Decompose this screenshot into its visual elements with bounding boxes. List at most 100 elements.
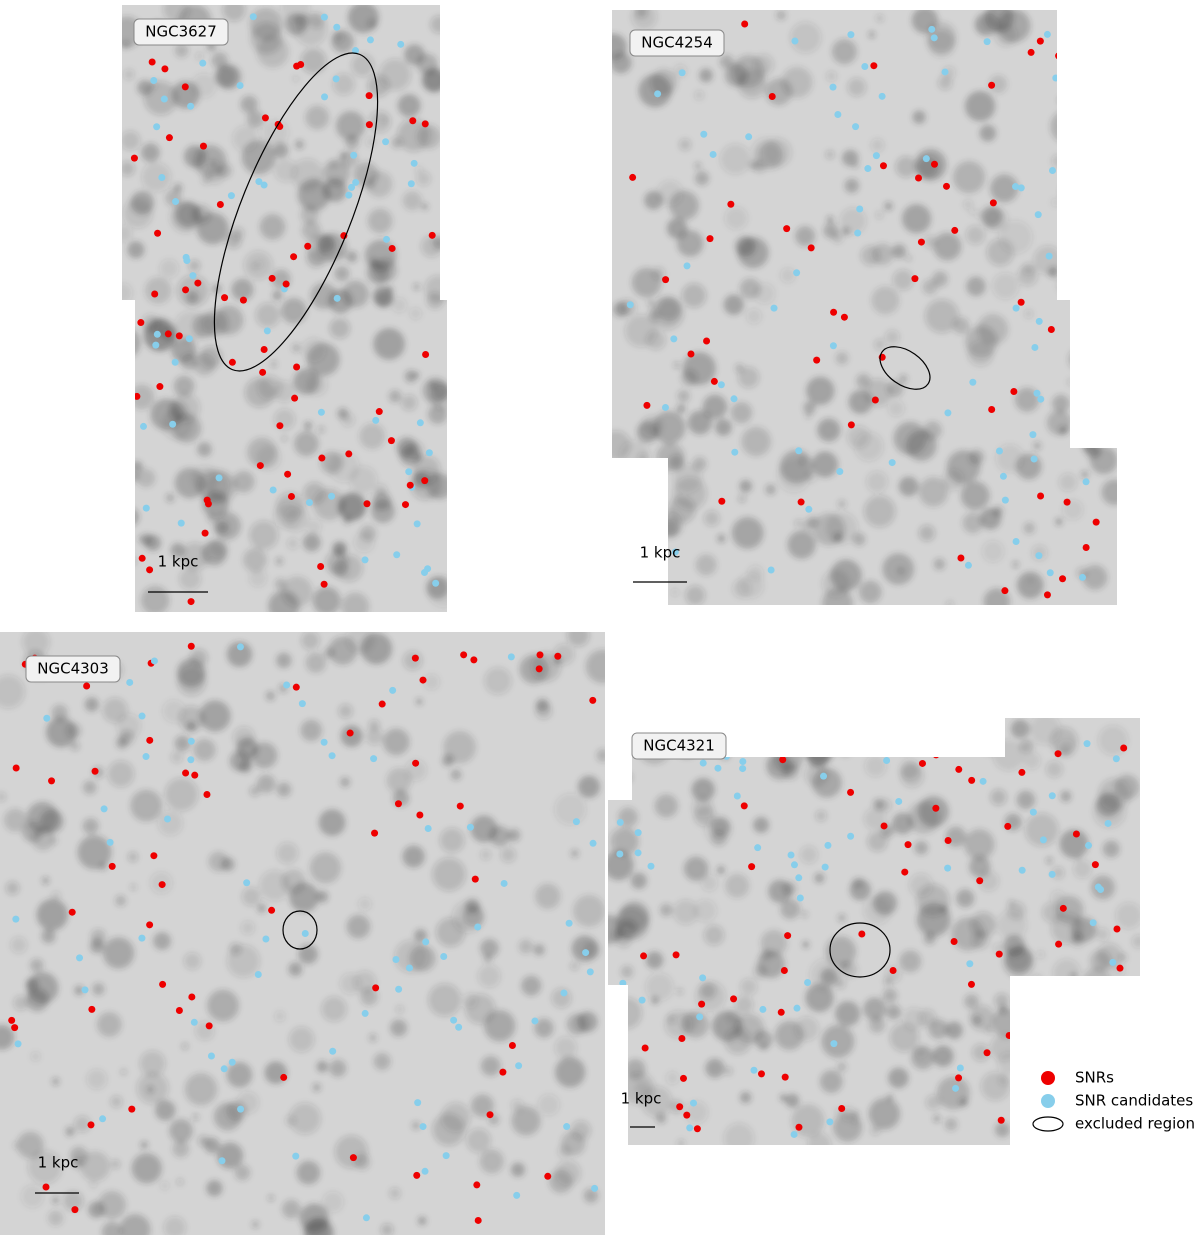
source-marker — [1047, 326, 1055, 334]
texture-blob — [815, 810, 827, 822]
texture-blob — [781, 762, 799, 780]
texture-blob — [436, 917, 466, 947]
source-marker — [48, 777, 56, 785]
texture-blob — [122, 225, 133, 243]
source-marker — [616, 850, 624, 858]
texture-blob — [822, 587, 853, 605]
source-marker — [189, 272, 197, 280]
source-marker — [432, 579, 440, 587]
texture-blob — [291, 158, 324, 192]
source-marker — [371, 829, 379, 837]
texture-blob — [636, 452, 649, 464]
texture-blob — [1015, 453, 1042, 480]
source-marker — [826, 1118, 834, 1126]
texture-blob — [554, 793, 587, 826]
texture-blob — [1019, 989, 1050, 1020]
texture-blob — [585, 649, 605, 684]
texture-blob — [666, 218, 688, 239]
texture-blob — [993, 942, 1005, 954]
texture-blob — [644, 191, 663, 210]
texture-blob — [1057, 96, 1065, 104]
texture-blob — [996, 910, 1027, 940]
source-marker — [784, 932, 792, 940]
texture-blob — [207, 989, 239, 1022]
texture-blob — [771, 722, 792, 743]
texture-blob — [1092, 794, 1126, 828]
texture-blob — [127, 851, 138, 863]
source-marker — [169, 420, 177, 428]
source-marker — [268, 906, 276, 914]
texture-blob — [164, 777, 199, 812]
texture-blob — [953, 718, 968, 727]
source-marker — [406, 481, 414, 489]
source-marker — [161, 65, 169, 73]
texture-blob — [429, 381, 437, 390]
texture-blob — [351, 53, 375, 77]
texture-blob — [41, 876, 50, 885]
texture-blob — [933, 558, 946, 570]
texture-blob — [1014, 387, 1040, 412]
source-marker — [1082, 478, 1090, 486]
texture-blob — [735, 995, 754, 1014]
texture-blob — [243, 548, 267, 572]
texture-blob — [608, 850, 634, 881]
source-marker — [293, 62, 301, 70]
texture-blob — [863, 997, 887, 1021]
source-marker — [187, 102, 195, 110]
source-marker — [944, 837, 952, 845]
texture-blob — [968, 208, 975, 215]
texture-blob — [1078, 1013, 1095, 1030]
texture-blob — [691, 778, 715, 802]
texture-blob — [868, 1098, 901, 1130]
texture-blob — [819, 1070, 843, 1093]
texture-blob — [1082, 292, 1099, 310]
texture-blob — [979, 508, 1002, 530]
texture-blob — [338, 492, 367, 521]
texture-blob — [687, 410, 712, 435]
source-marker — [820, 772, 828, 780]
legend-label: excluded region — [1075, 1115, 1195, 1133]
source-marker — [345, 191, 353, 199]
source-marker — [880, 822, 888, 830]
texture-blob — [174, 43, 189, 58]
texture-blob — [1045, 760, 1063, 778]
source-marker — [950, 937, 958, 945]
texture-blob — [1094, 132, 1117, 155]
source-marker — [148, 58, 156, 66]
texture-blob — [1017, 265, 1038, 286]
source-marker — [201, 529, 209, 537]
texture-blob — [914, 840, 929, 855]
texture-blob — [1025, 813, 1059, 847]
source-marker — [1018, 768, 1026, 776]
texture-blob — [1051, 197, 1061, 207]
source-marker — [1072, 830, 1080, 838]
texture-blob — [1070, 973, 1077, 980]
texture-blob — [1081, 38, 1112, 69]
texture-blob — [716, 866, 725, 875]
texture-blob — [63, 1190, 84, 1212]
source-marker — [922, 155, 930, 163]
texture-blob — [842, 149, 859, 167]
source-marker — [535, 665, 543, 673]
texture-blob — [901, 204, 932, 234]
texture-blob — [965, 225, 985, 245]
texture-blob — [1102, 840, 1120, 858]
texture-blob — [535, 883, 561, 909]
source-marker — [1043, 30, 1051, 38]
source-marker — [795, 1123, 803, 1131]
texture-blob — [373, 328, 405, 360]
texture-blob — [944, 1117, 958, 1131]
texture-blob — [814, 873, 825, 884]
texture-blob — [994, 24, 1018, 47]
source-marker — [807, 244, 815, 252]
texture-blob — [249, 520, 279, 550]
source-marker — [378, 700, 386, 708]
source-marker — [419, 676, 427, 684]
texture-blob — [293, 368, 320, 395]
texture-blob — [952, 161, 986, 194]
texture-blob — [299, 1203, 329, 1233]
texture-blob — [977, 313, 1009, 345]
texture-blob — [1053, 1036, 1077, 1060]
source-marker — [858, 930, 866, 938]
source-marker — [158, 881, 166, 889]
